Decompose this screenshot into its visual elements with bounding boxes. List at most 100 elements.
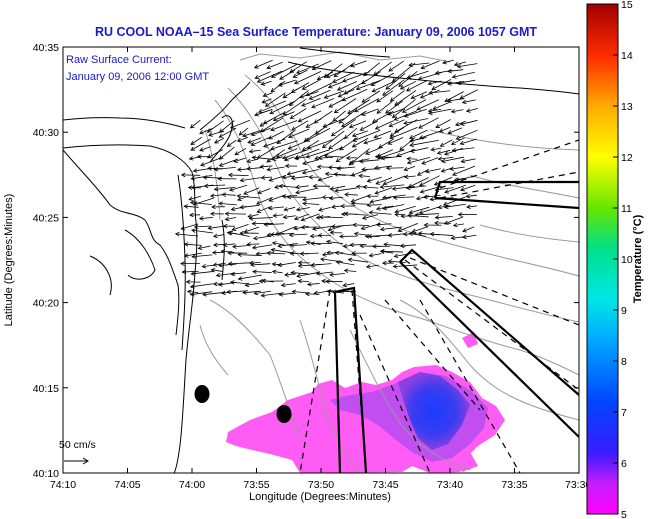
current-vector (250, 262, 271, 268)
current-vector (447, 68, 464, 74)
current-vector (311, 98, 335, 109)
current-vector (207, 225, 226, 231)
current-vector (403, 174, 416, 180)
current-vector (292, 69, 308, 78)
current-vector (430, 147, 442, 152)
current-vector (327, 80, 346, 89)
current-vector (277, 79, 296, 87)
current-vector (310, 241, 333, 246)
current-vector (343, 268, 357, 274)
x-tick-label: 73:55 (243, 479, 269, 491)
current-vector (288, 232, 308, 238)
current-vector (460, 184, 476, 192)
current-vector (234, 147, 247, 156)
colorbar-label: Temperature (°C) (632, 214, 644, 303)
colorbar-ticks: 15 14 13 12 11 10 9 8 7 6 5 (613, 0, 633, 519)
current-vector (271, 156, 283, 162)
current-vector (197, 245, 211, 251)
current-vector (330, 119, 356, 137)
current-vector (286, 194, 307, 200)
current-vector (439, 139, 453, 147)
current-vector (236, 137, 248, 143)
current-vector (401, 99, 427, 113)
current-vector (278, 183, 297, 189)
current-vector (376, 101, 393, 114)
current-vector (452, 222, 465, 228)
current-vector (388, 60, 404, 72)
current-vector (229, 280, 250, 285)
current-vector (339, 234, 357, 239)
current-vector (322, 118, 345, 128)
current-vector (183, 204, 199, 209)
current-vector (203, 183, 226, 189)
current-vector (230, 271, 247, 277)
current-vector (351, 250, 367, 256)
colorbar-tick-label: 10 (621, 254, 633, 266)
current-vector (302, 197, 323, 202)
current-vector (295, 184, 309, 190)
current-vector (399, 243, 416, 249)
current-vector (320, 257, 344, 263)
current-vector (314, 146, 343, 160)
current-vector (355, 79, 381, 91)
colorbar-tick-label: 13 (621, 101, 633, 113)
current-vector (452, 165, 476, 176)
current-vector (382, 260, 394, 266)
current-vector (367, 233, 392, 239)
current-vector (410, 91, 427, 100)
current-vector (268, 174, 287, 182)
current-vector (369, 197, 392, 204)
current-vector (433, 176, 453, 186)
current-vector (271, 241, 285, 246)
current-vector (282, 149, 309, 160)
current-vector (270, 247, 295, 254)
current-vector (466, 204, 478, 209)
current-vector (293, 155, 309, 161)
current-vector (296, 271, 320, 279)
current-vector (455, 120, 467, 127)
current-vector (300, 213, 320, 222)
coastline (63, 47, 579, 473)
current-vector (251, 155, 274, 160)
current-vector (305, 118, 322, 128)
current-vector (183, 252, 202, 258)
current-vector (210, 211, 224, 217)
current-vector (218, 127, 237, 138)
current-vector (218, 158, 239, 167)
y-axis-label: Latitude (Degrees:Minutes) (3, 194, 15, 327)
current-vector (325, 239, 343, 245)
current-vector (403, 108, 427, 118)
current-vector (444, 184, 466, 194)
current-vector (328, 137, 346, 150)
current-vector (459, 138, 477, 146)
current-vector (393, 252, 417, 259)
current-vector (289, 243, 307, 248)
current-vector (281, 175, 295, 180)
current-vector (389, 126, 405, 137)
current-vector (282, 214, 296, 220)
current-vector (224, 211, 247, 216)
current-vector (455, 175, 475, 183)
current-vector (257, 188, 271, 195)
current-vector (361, 90, 381, 103)
current-vector (278, 292, 296, 297)
current-vector (465, 193, 477, 199)
current-vector (199, 146, 211, 152)
current-vector (350, 201, 369, 206)
colorbar-tick-label: 12 (621, 152, 633, 164)
current-vector (196, 154, 211, 159)
current-vector (231, 223, 249, 232)
current-label: Raw Surface Current: (66, 54, 172, 66)
current-vector (374, 187, 393, 195)
current-vector (331, 289, 356, 295)
x-tick-label: 73:50 (308, 479, 334, 491)
current-vector (389, 90, 405, 102)
current-vector (406, 70, 429, 79)
current-vector (435, 119, 451, 128)
x-tick-label: 73:40 (437, 479, 463, 491)
current-vector (447, 80, 465, 86)
current-vector (282, 88, 298, 99)
current-vector (311, 60, 332, 71)
current-vector (315, 271, 333, 276)
